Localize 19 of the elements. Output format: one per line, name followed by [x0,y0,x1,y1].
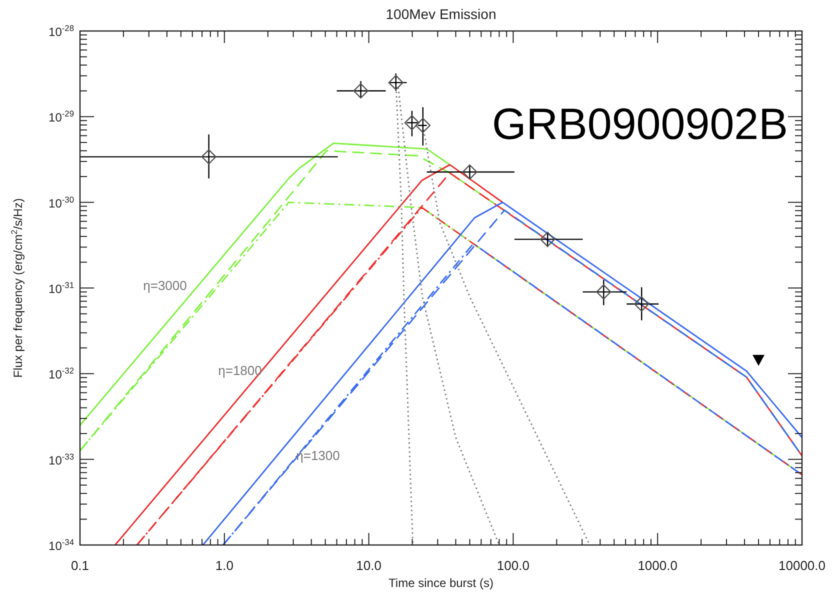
y-tick-label: 10$^{-34}$ [48,537,74,553]
x-tick-label: 1.0 [215,558,234,573]
x-tick-label: 100.0 [496,558,530,573]
chart-title: 100Mev Emission [386,6,496,22]
y-tick-label: 10$^{-31}$ [48,280,74,296]
annotation: GRB0900902B [492,100,788,149]
x-tick-label: 1000.0 [638,558,678,573]
x-tick-label: 10.0 [356,558,382,573]
annotation: η=1800 [218,363,262,378]
annotation: η=3000 [143,278,187,293]
annotation: η=1300 [296,448,340,463]
y-tick-label: 10$^{-32}$ [48,366,74,382]
x-axis-title: Time since burst (s) [388,576,494,590]
x-tick-label: 10000.0 [778,558,826,573]
y-tick-label: 10$^{-30}$ [48,194,74,210]
y-tick-label: 10$^{-29}$ [48,108,74,125]
x-tick-label: 0.1 [70,558,90,573]
y-tick-label: 10$^{-28}$ [48,23,74,39]
y-tick-label: 10$^{-33}$ [48,451,74,468]
